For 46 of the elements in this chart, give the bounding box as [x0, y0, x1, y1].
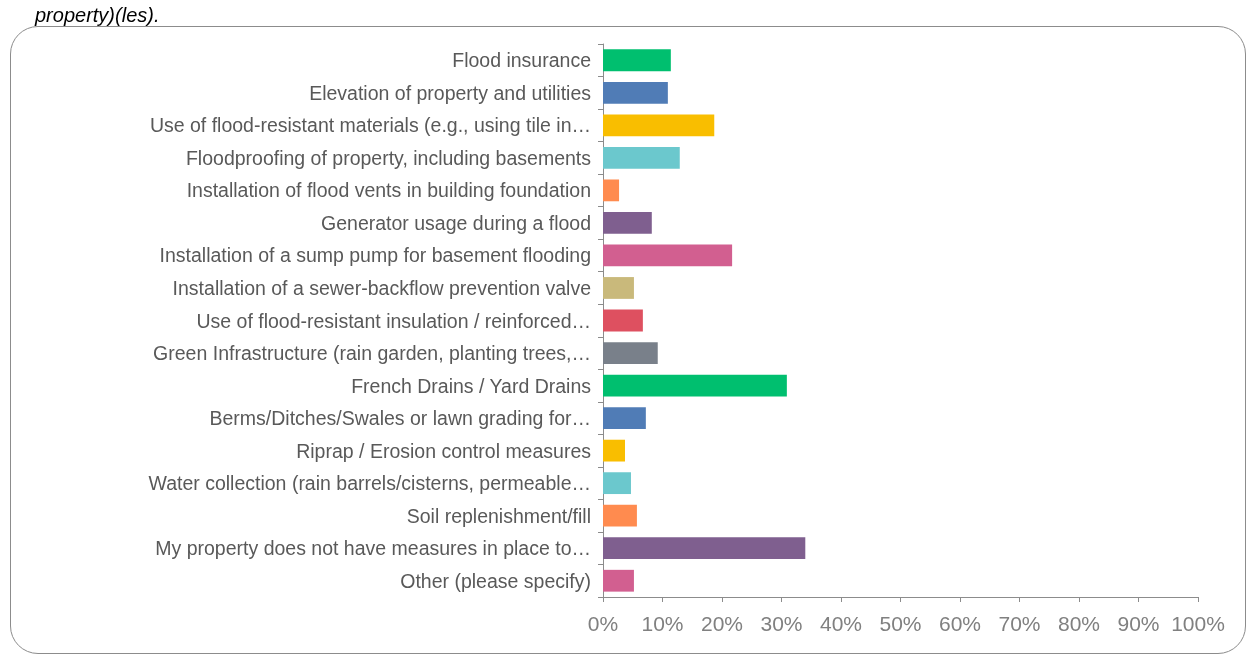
bar [603, 439, 626, 462]
x-tick-label: 80% [1057, 612, 1101, 635]
y-tick-label: Riprap / Erosion control measures [296, 439, 592, 462]
y-tick-label: Generator usage during a flood [321, 211, 591, 234]
bar [603, 212, 652, 234]
bar [603, 277, 634, 299]
y-tick-label: Installation of flood vents in building foundation [186, 179, 591, 202]
text: property)(les). [34, 4, 160, 26]
bar [603, 569, 634, 592]
y-tick-label: Soil replenishment/fill [406, 504, 591, 527]
bar [603, 537, 806, 560]
y-tick-label: Elevation of property and utilities [309, 81, 592, 104]
x-tick-label: 0% [587, 612, 619, 635]
y-tick-label: French Drains / Yard Drains [351, 374, 592, 397]
bar [603, 179, 620, 202]
bar [603, 244, 733, 267]
bar [603, 407, 646, 429]
x-tick-label: 10% [641, 612, 684, 635]
x-tick-label: 20% [700, 612, 744, 635]
x-tick-label: 100% [1171, 612, 1225, 635]
y-tick-label: My property does not have measures in place to… [155, 537, 591, 560]
x-tick-label: 70% [998, 612, 1041, 635]
bar [603, 146, 680, 169]
bar [603, 49, 671, 72]
y-tick-label: Use of flood-resistant insulation / reinforced… [196, 309, 591, 332]
y-tick-label: Berms/Ditches/Swales or lawn grading for… [209, 407, 591, 430]
y-tick-label: Installation of a sewer-backflow prevention valve [172, 276, 591, 299]
bar [603, 472, 631, 495]
bar [603, 342, 658, 364]
bar [603, 374, 787, 397]
y-tick-label: Installation of a sump pump for basement flooding [159, 244, 591, 267]
bar [603, 309, 643, 332]
x-tick-label: 40% [819, 612, 863, 635]
y-tick-label: Use of flood-resistant materials (e.g., using tile in… [149, 114, 591, 137]
y-tick-label: Floodproofing of property, including basements [185, 146, 592, 169]
bar [603, 81, 668, 104]
x-tick-label: 90% [1117, 612, 1160, 635]
x-tick-label: 50% [879, 612, 922, 635]
bar [603, 504, 637, 527]
x-tick-label: 60% [938, 612, 982, 635]
x-tick-label: 30% [760, 612, 803, 635]
y-tick-label: Other (please specify) [400, 569, 591, 592]
y-tick-label: Flood insurance [452, 49, 591, 72]
y-tick-label: Green Infrastructure (rain garden, planting trees,… [153, 342, 591, 365]
bar [603, 114, 715, 137]
y-tick-label: Water collection (rain barrels/cisterns, permeable… [148, 472, 591, 495]
